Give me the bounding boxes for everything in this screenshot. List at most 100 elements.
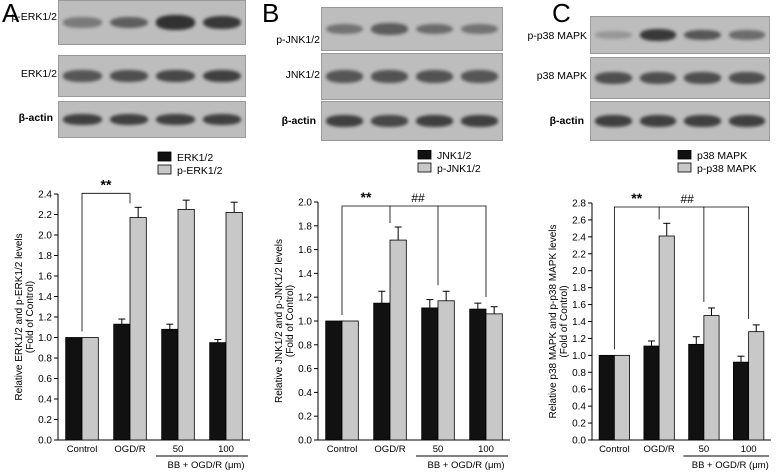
blot-band: [595, 72, 632, 84]
blot-band: [639, 115, 676, 127]
y-tick-label: 0.0: [298, 436, 312, 447]
blot-band: [371, 115, 408, 127]
y-tick-label: 1.6: [298, 245, 312, 256]
x-tick-label: Control: [67, 444, 98, 455]
y-tick-label: 0.4: [298, 388, 312, 399]
bar: [81, 337, 99, 441]
y-tick-label: 1.8: [38, 251, 52, 262]
blot-band: [416, 115, 453, 127]
x-tick-label: OGD/R: [374, 444, 405, 455]
bar: [658, 235, 675, 441]
y-tick-label: 1.8: [572, 283, 586, 294]
legend-label: p-JNK1/2: [437, 163, 481, 175]
bar: [373, 302, 391, 441]
legend-swatch: [157, 151, 172, 162]
blot-band: [63, 17, 102, 28]
y-axis-label: Relative ERK1/2 and p-ERK1/2 levels: [14, 233, 25, 400]
y-tick-label: 0.8: [298, 340, 312, 351]
blot-band: [461, 70, 498, 83]
bar: [177, 208, 195, 441]
blot-band: [416, 69, 453, 83]
western-blot: [321, 53, 503, 100]
y-tick-label: 0.4: [38, 395, 52, 406]
western-blot: [58, 55, 246, 97]
y-tick-label: 1.8: [298, 221, 312, 232]
x-tick-label: Control: [599, 444, 630, 455]
x-tick-label: OGD/R: [114, 444, 145, 455]
blot-band: [639, 72, 676, 84]
western-blot: [590, 16, 770, 54]
western-blot: [321, 101, 503, 141]
y-tick-label: 0.2: [38, 415, 52, 426]
legend-label: ERK1/2: [177, 152, 213, 164]
y-tick-label: 2.0: [38, 231, 52, 242]
bar: [225, 212, 243, 441]
bar: [688, 343, 705, 441]
y-axis-label-unit: (Fold of Control): [285, 285, 296, 357]
legend-label: JNK1/2: [437, 150, 472, 162]
significance-bracket: [659, 206, 750, 319]
y-tick-label: 0.2: [298, 412, 312, 423]
panel-letter: A: [2, 0, 20, 28]
x-tick-label: OGD/R: [644, 444, 675, 455]
y-tick-label: 1.6: [38, 272, 52, 283]
blot-label: β-actin: [281, 115, 316, 127]
bar-chart: 0.0 0.2 0.4 0.6 0.8 1.0 1.2 1.4 1.6 1.8 2.0 2.2 2.4 R…: [14, 151, 250, 471]
significance-bracket: [613, 206, 660, 350]
legend-swatch: [677, 162, 692, 173]
blot-label: p38 MAPK: [536, 70, 587, 82]
y-tick-label: 2.4: [572, 232, 586, 243]
group-label: BB + OGD/R (μm): [168, 460, 245, 471]
blot-band: [461, 23, 498, 35]
x-tick-label: 50: [699, 444, 710, 455]
bar: [421, 307, 439, 441]
blot-band: [461, 115, 498, 127]
bar: [65, 337, 83, 441]
blot-band: [416, 23, 453, 35]
bar: [437, 300, 455, 441]
legend-swatch: [677, 150, 692, 160]
bar: [703, 315, 720, 441]
legend-label: p-ERK1/2: [177, 165, 223, 177]
bar: [733, 361, 750, 441]
group-label: BB + OGD/R (μm): [692, 460, 769, 471]
y-tick-label: 1.4: [572, 317, 586, 328]
bar: [209, 342, 227, 441]
blot-band: [109, 70, 148, 82]
blot-label: p-p38 MAPK: [527, 30, 587, 42]
bar: [469, 308, 487, 441]
blot-band: [371, 23, 408, 35]
y-axis-label: Relative p38 MAPK and p-p38 MAPK levels: [548, 225, 559, 419]
y-tick-label: 2.2: [572, 249, 586, 260]
y-tick-label: 1.6: [572, 300, 586, 311]
significance-bracket: [390, 205, 487, 298]
bar: [325, 320, 343, 441]
blot-label: p-JNK1/2: [276, 34, 320, 46]
blot-band: [728, 72, 765, 84]
blot-band: [202, 69, 241, 83]
y-tick-label: 2.4: [38, 190, 52, 201]
x-tick-label: 50: [173, 444, 184, 455]
y-tick-label: 1.0: [298, 317, 312, 328]
blot-band: [639, 29, 676, 41]
significance-mark: **: [101, 176, 112, 192]
blot-band: [156, 69, 195, 83]
bar: [613, 354, 630, 441]
bar: [341, 320, 359, 441]
x-tick-label: 100: [218, 444, 234, 455]
group-label: BB + OGD/R (μm): [428, 460, 505, 471]
bar: [485, 313, 503, 441]
y-tick-label: 1.2: [298, 293, 312, 304]
y-tick-label: 0.6: [298, 364, 312, 375]
y-tick-label: 2.8: [572, 199, 586, 210]
blot-band: [728, 30, 765, 40]
y-tick-label: 1.2: [572, 334, 586, 345]
significance-mark: ##: [680, 192, 694, 206]
bar-chart: 0.0 0.2 0.4 0.6 0.8 1.0 1.2 1.4 1.6 1.8 2.0 2.2 2.4 2…: [548, 150, 771, 471]
y-axis-label-unit: (Fold of Control): [25, 281, 36, 353]
blot-label: ERK1/2: [20, 68, 57, 80]
panel-letter: C: [552, 0, 571, 28]
x-tick-label: 100: [741, 444, 757, 455]
blot-band: [684, 72, 721, 84]
y-tick-label: 1.4: [38, 292, 52, 303]
